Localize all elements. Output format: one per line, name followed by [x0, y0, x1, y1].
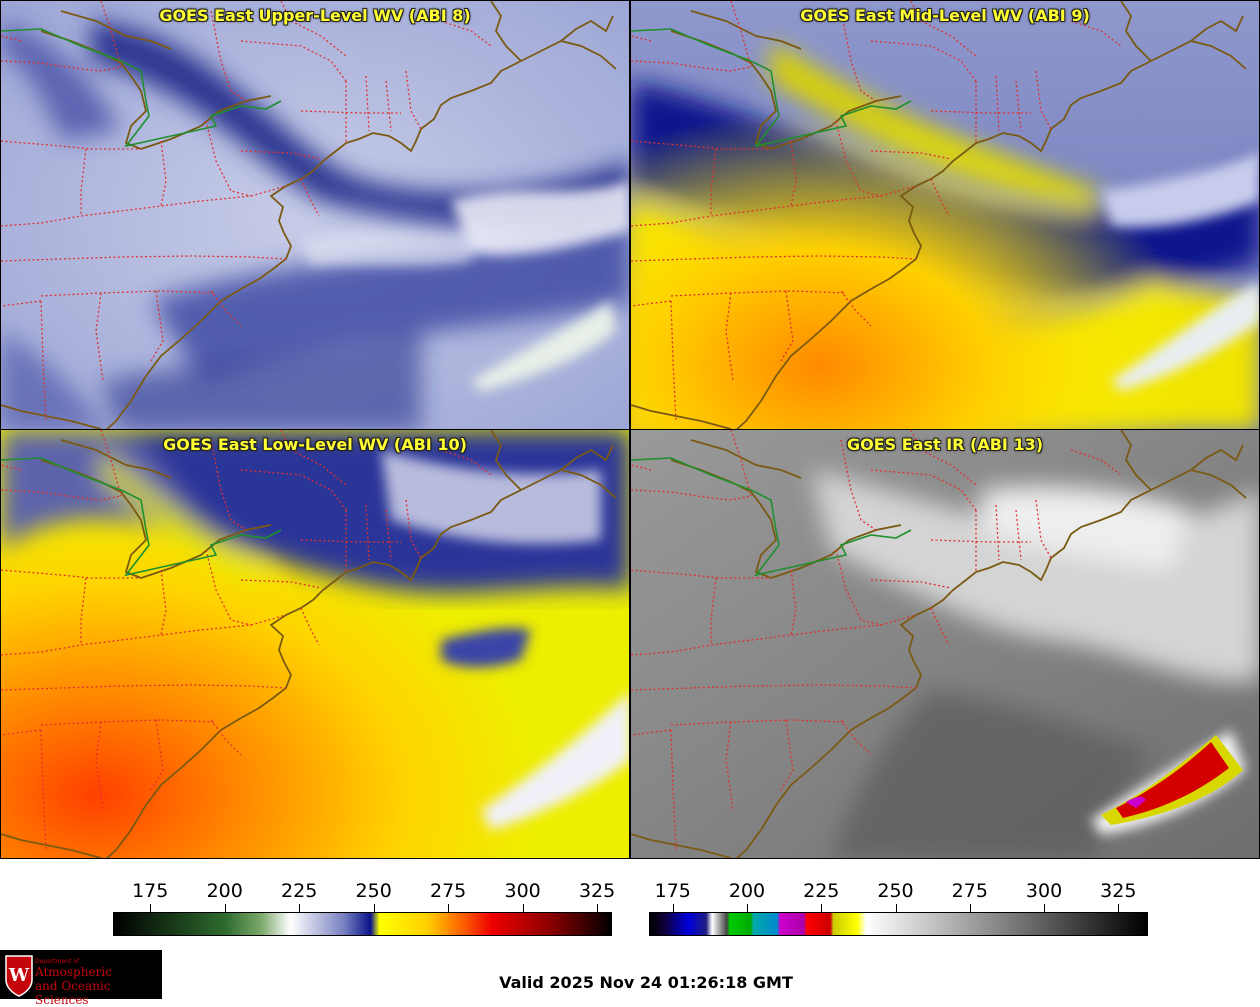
colorbar_wv-tick-label: 325 [578, 880, 616, 902]
svg-text:W: W [8, 965, 30, 986]
colorbar_wv-tick-mark [224, 904, 226, 912]
colorbar_wv-tick-label: 200 [206, 880, 243, 902]
colorbar_wv-tick-mark [448, 904, 450, 912]
panel-title-ir: GOES East IR (ABI 13) [846, 435, 1044, 454]
colorbar_ir-tick-label: 325 [1100, 880, 1137, 902]
colorbar_ir-tick-label: 250 [877, 880, 914, 902]
colorbar_wv-tick-mark [522, 904, 524, 912]
colorbar_wv-tick-mark [299, 904, 301, 912]
colorbar_wv-tick-mark [373, 904, 375, 912]
valid-time: Valid 2025 Nov 24 01:26:18 GMT [499, 973, 793, 992]
panel-ir: GOES East IR (ABI 13) [630, 429, 1260, 859]
colorbar_wv-tick-mark [150, 904, 152, 912]
logo-line1: Atmospheric [35, 965, 112, 979]
mid-level-wv-image [631, 1, 1259, 429]
colorbar_wv-tick-label: 300 [504, 880, 541, 902]
colorbar_ir-tick-label: 275 [951, 880, 988, 902]
colorbar_ir-tick-label: 175 [654, 880, 691, 902]
panel-title-low: GOES East Low-Level WV (ABI 10) [163, 435, 467, 454]
colorbar_wv-tick-label: 250 [355, 880, 392, 902]
upper-level-wv-image [1, 1, 629, 429]
colorbar-ir [649, 912, 1148, 936]
colorbar_wv-tick-label: 225 [281, 880, 318, 902]
panel-low-level-wv: GOES East Low-Level WV (ABI 10) [0, 429, 630, 859]
colorbar_ir-tick-mark [821, 904, 823, 912]
colorbar_wv-tick-mark [597, 904, 599, 912]
colorbar_ir-tick-mark [895, 904, 897, 912]
ir-image [631, 430, 1259, 858]
colorbar_ir-tick-mark [969, 904, 971, 912]
low-level-wv-image [1, 430, 629, 858]
colorbar_ir-tick-mark [672, 904, 674, 912]
colorbar_wv-tick-label: 175 [132, 880, 169, 902]
colorbar-wv [113, 912, 612, 936]
uw-crest-icon: W [5, 955, 33, 997]
panel-title-upper: GOES East Upper-Level WV (ABI 8) [159, 6, 471, 25]
colorbar_ir-tick-mark [1118, 904, 1120, 912]
logo-dept-text: Department of [35, 958, 79, 965]
panel-title-mid: GOES East Mid-Level WV (ABI 9) [800, 6, 1090, 25]
colorbar_ir-tick-label: 225 [803, 880, 840, 902]
colorbar_ir-tick-mark [1044, 904, 1046, 912]
colorbar_ir-tick-label: 200 [728, 880, 766, 902]
colorbar_wv-tick-label: 275 [430, 880, 467, 902]
colorbar_ir-tick-label: 300 [1025, 880, 1063, 902]
panel-upper-level-wv: GOES East Upper-Level WV (ABI 8) [0, 0, 630, 430]
panel-mid-level-wv: GOES East Mid-Level WV (ABI 9) [630, 0, 1260, 430]
colorbar_ir-tick-mark [747, 904, 749, 912]
